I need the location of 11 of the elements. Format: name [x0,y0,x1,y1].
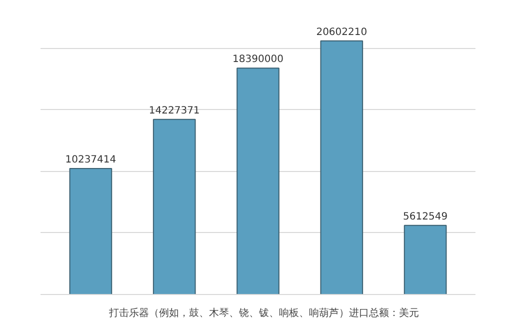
data-label: 20602210 [316,26,368,38]
bar [320,40,364,294]
bar [404,224,447,294]
data-label: 14227371 [148,105,200,116]
data-label: 5612549 [403,211,448,222]
bar [69,168,112,294]
bar [152,118,196,294]
data-label: 18390000 [232,54,284,66]
bar [236,68,280,294]
series-label: 打击乐器（例如，鼓、木琴、铙、钹、响板、响葫芦）进口总额：美元 [109,306,419,320]
data-label: 10237414 [65,154,116,166]
